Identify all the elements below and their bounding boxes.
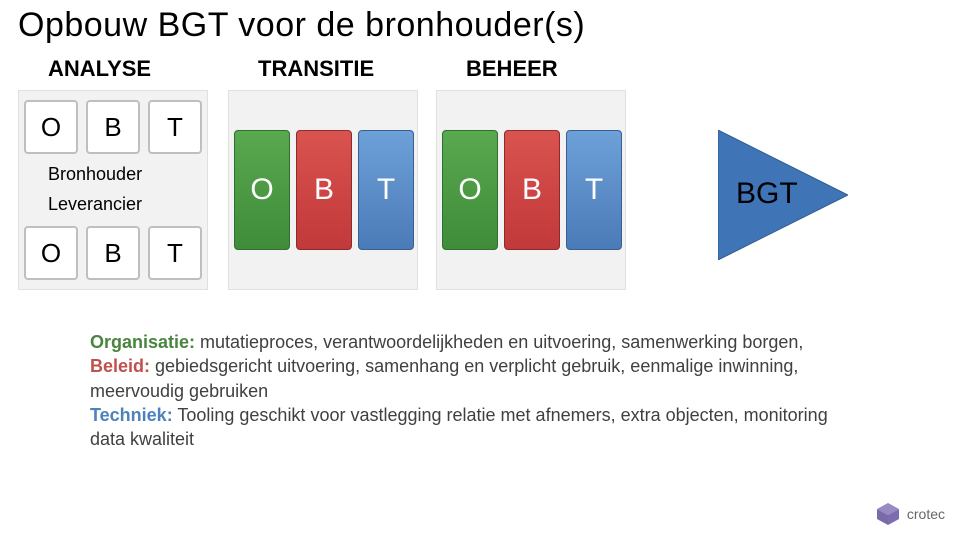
bgt-label: BGT [736,177,798,211]
kw-beleid: Beleid: [90,356,150,376]
tile-analyse-bottom-b: B [86,226,140,280]
tile-analyse-top-t: T [148,100,202,154]
tile-beheer-b: B [504,130,560,250]
tile-analyse-bottom-o: O [24,226,78,280]
text-organisatie: mutatieproces, verantwoordelijkheden en … [195,332,803,352]
tile-beheer-t: T [566,130,622,250]
label-leverancier: Leverancier [48,194,142,215]
logo: crotec [875,501,945,527]
logo-cube-icon [875,501,901,527]
page-title: Opbouw BGT voor de bronhouder(s) [18,6,585,45]
phase-label-analyse: ANALYSE [48,56,151,82]
text-beleid: gebiedsgericht uitvoering, samenhang en … [90,356,798,400]
tile-analyse-top-o: O [24,100,78,154]
tile-analyse-bottom-t: T [148,226,202,280]
kw-techniek: Techniek: [90,405,173,425]
tile-transitie-t: T [358,130,414,250]
logo-text: crotec [907,506,945,522]
bgt-marker: BGT [718,130,848,260]
text-techniek: Tooling geschikt voor vastlegging relati… [90,405,828,449]
tile-analyse-top-b: B [86,100,140,154]
label-bronhouder: Bronhouder [48,164,142,185]
kw-organisatie: Organisatie: [90,332,195,352]
phase-label-beheer: BEHEER [466,56,558,82]
tile-transitie-b: B [296,130,352,250]
phase-label-transitie: TRANSITIE [258,56,374,82]
tile-transitie-o: O [234,130,290,250]
body-text: Organisatie: mutatieproces, verantwoorde… [90,330,839,451]
tile-beheer-o: O [442,130,498,250]
